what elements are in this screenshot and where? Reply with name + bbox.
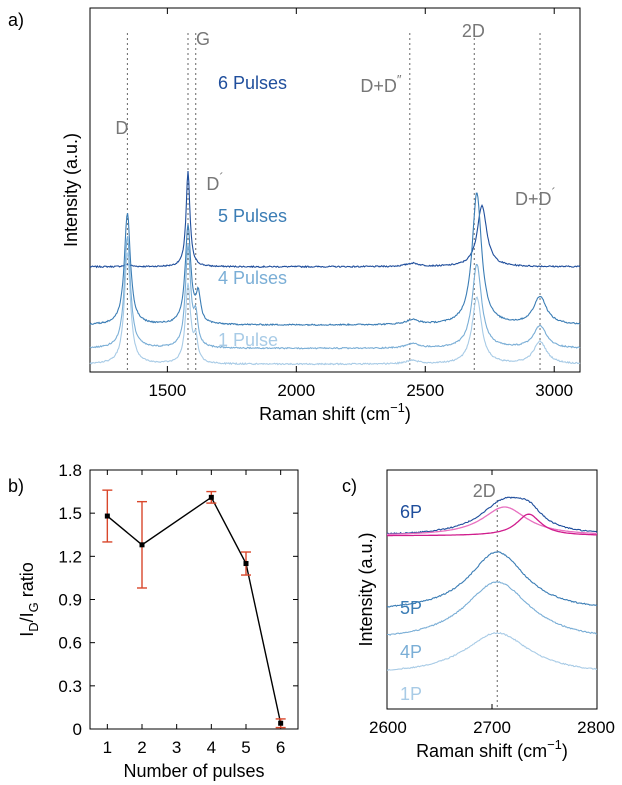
panel-c-xtick-label-1: 2700 <box>473 718 511 737</box>
panel-b-xtick-label-5: 6 <box>276 738 285 757</box>
panel-b-ytick-label-0: 0 <box>73 720 82 739</box>
annotation-d-prime: D´ <box>206 170 223 194</box>
panel-a-series-2 <box>89 236 581 350</box>
panel-b-ytick-label-1: 0.3 <box>58 677 82 696</box>
panel-b-line <box>106 496 282 724</box>
panel-b-xtick-label-4: 5 <box>241 738 250 757</box>
panel-a-xtick-label-0: 1500 <box>148 381 186 400</box>
panel-c-xtick-label-0: 2600 <box>369 718 407 737</box>
panel-c-series-2 <box>387 581 598 636</box>
panel-a-ylabel: Intensity (a.u.) <box>61 133 81 247</box>
annotation-d-plus-d-prime: D+D´ <box>515 185 556 209</box>
panel-c-series-label-1: 5P <box>400 598 422 618</box>
panel-b-point-2 <box>208 494 214 500</box>
panel-b-xtick-label-2: 3 <box>172 738 181 757</box>
panel-a-xtick-label-1: 2000 <box>277 381 315 400</box>
panel-c-series-label-2: 4P <box>400 642 422 662</box>
panel-a-series-label-0: 6 Pulses <box>218 73 287 93</box>
panel-a-series-0 <box>89 170 581 269</box>
panel-b-xtick-label-0: 1 <box>103 738 112 757</box>
panel-b-point-0 <box>104 513 110 519</box>
panel-c-series-0 <box>386 496 598 535</box>
panel-b-xtick-label-3: 4 <box>207 738 216 757</box>
panel-c-series-3 <box>387 631 597 671</box>
panel-b-point-1 <box>139 542 145 548</box>
panel-b-ytick-label-2: 0.6 <box>58 634 82 653</box>
panel-b-point-4 <box>278 720 284 726</box>
panel-c-fit-1 <box>387 513 597 537</box>
panel-a-xlabel: Raman shift (cm−1) <box>259 400 411 424</box>
panel-a-series-label-1: 5 Pulses <box>218 206 287 226</box>
panel-c-xlabel: Raman shift (cm−1) <box>416 737 568 761</box>
panel-a-xtick-label-2: 2500 <box>406 381 444 400</box>
annotation-2d: 2D <box>462 21 485 41</box>
annotation-d-plus-d-dprime: D+D″ <box>360 72 402 96</box>
panel-c-label: c) <box>342 476 357 496</box>
panel-c-fit-0 <box>387 506 598 535</box>
panel-b-ytick-label-4: 1.2 <box>58 547 82 566</box>
panel-b-ytick-label-3: 0.9 <box>58 591 82 610</box>
panel-b-ytick-label-5: 1.5 <box>58 504 82 523</box>
panel-b-label: b) <box>8 476 24 496</box>
panel-b-ytick-label-6: 1.8 <box>58 461 82 480</box>
panel-a-label: a) <box>8 10 24 30</box>
panel-b-xlabel: Number of pulses <box>123 761 264 781</box>
annotation-d: D <box>115 118 128 138</box>
panel-a-frame <box>89 7 581 373</box>
annotation-g: G <box>196 29 210 49</box>
panel-b-ylabel: ID/IG ratio <box>17 562 41 637</box>
panel-a-series-label-2: 4 Pulses <box>218 268 287 288</box>
panel-b-xtick-label-1: 2 <box>137 738 146 757</box>
panel-a-series-3 <box>89 252 581 366</box>
panel-a-series-1 <box>89 192 581 327</box>
panel-a-xtick-label-3: 3000 <box>535 381 573 400</box>
panel-c-series-1 <box>387 550 598 608</box>
panel-a-series-label-3: 1 Pulse <box>218 330 278 350</box>
panel-c-series-label-3: 1P <box>400 684 422 704</box>
panel-c-ylabel: Intensity (a.u.) <box>356 532 376 646</box>
panel-b-point-3 <box>243 561 249 567</box>
panel-c-series-label-0: 6P <box>400 502 422 522</box>
panel-c-annotation-2d: 2D <box>473 481 496 501</box>
panel-c-xtick-label-2: 2800 <box>577 718 615 737</box>
